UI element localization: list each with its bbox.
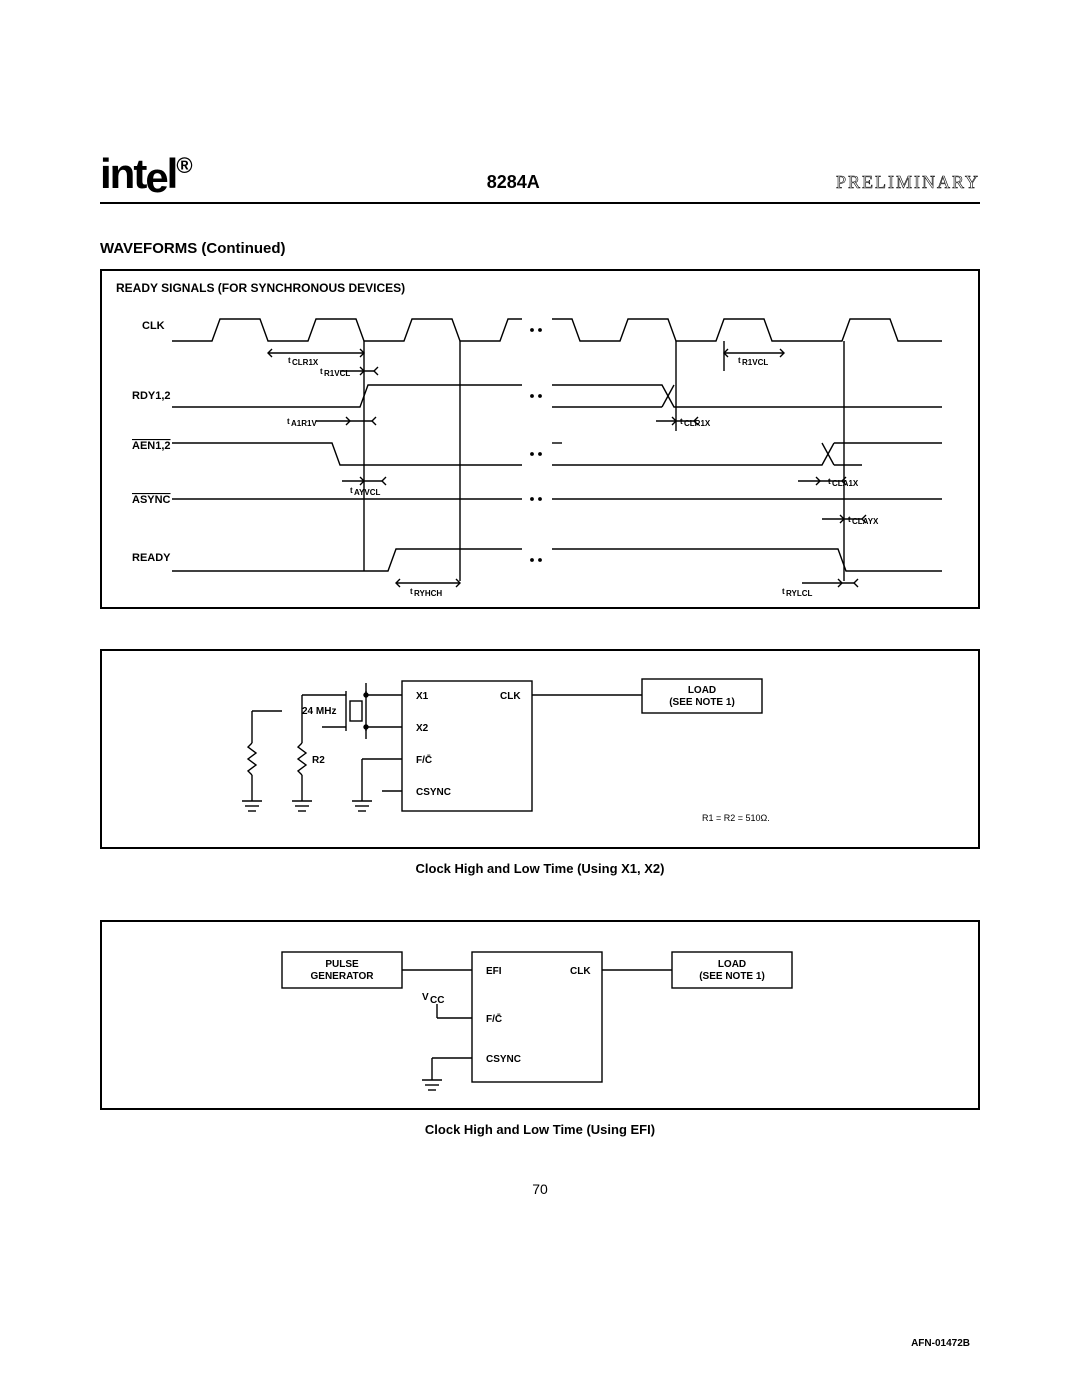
svg-text:X2: X2 xyxy=(416,723,429,734)
waveform-diagram: READY SIGNALS (FOR SYNCHRONOUS DEVICES) … xyxy=(100,269,980,609)
svg-text:X1: X1 xyxy=(416,691,429,702)
circuit2-diagram: PULSE GENERATOR EFI CLK F/C̄ CSYNC V CC … xyxy=(100,920,980,1110)
circuit1-caption: Clock High and Low Time (Using X1, X2) xyxy=(100,861,980,876)
svg-text:RYLCL: RYLCL xyxy=(786,589,812,598)
afn-code: AFN-01472B xyxy=(911,1338,970,1349)
svg-text:t: t xyxy=(350,486,353,495)
page-header: intel® 8284A PRELIMINARY xyxy=(100,150,980,204)
svg-text:CLR1X: CLR1X xyxy=(684,419,711,428)
svg-text:CLA1X: CLA1X xyxy=(832,479,859,488)
svg-text:R1VCL: R1VCL xyxy=(324,369,350,378)
aen-label: AEN1,2 xyxy=(132,440,171,452)
svg-text:R2: R2 xyxy=(312,755,325,766)
svg-text:LOAD: LOAD xyxy=(688,685,716,696)
svg-text:t: t xyxy=(410,587,413,596)
svg-text:GENERATOR: GENERATOR xyxy=(311,971,375,982)
svg-text:t: t xyxy=(738,356,741,365)
svg-text:CLR1X: CLR1X xyxy=(292,358,319,367)
circuit2-svg: PULSE GENERATOR EFI CLK F/C̄ CSYNC V CC … xyxy=(102,922,978,1108)
async-label: ASYNC xyxy=(132,494,171,506)
svg-text:t: t xyxy=(287,417,290,426)
svg-text:(SEE NOTE 1): (SEE NOTE 1) xyxy=(669,697,735,708)
section-heading: WAVEFORMS (Continued) xyxy=(100,240,980,257)
svg-text:R1 = R2 = 510Ω.: R1 = R2 = 510Ω. xyxy=(702,813,770,823)
svg-text:A1R1V: A1R1V xyxy=(291,419,317,428)
svg-text:CLAYX: CLAYX xyxy=(852,517,879,526)
rdy-label: RDY1,2 xyxy=(132,390,171,402)
intel-logo: intel® xyxy=(100,150,191,198)
waveform-svg: CLK t CLR1X t R1VCL RDY1,2 xyxy=(102,271,978,607)
svg-text:CLK: CLK xyxy=(570,966,591,977)
status-label: PRELIMINARY xyxy=(836,172,980,193)
ready-label: READY xyxy=(132,552,171,564)
svg-text:RYHCH: RYHCH xyxy=(414,589,442,598)
svg-text:t: t xyxy=(320,367,323,376)
svg-text:AYVCL: AYVCL xyxy=(354,488,380,497)
circuit2-caption: Clock High and Low Time (Using EFI) xyxy=(100,1122,980,1137)
svg-text:t: t xyxy=(828,477,831,486)
svg-text:t: t xyxy=(782,587,785,596)
svg-text:PULSE: PULSE xyxy=(325,959,359,970)
svg-text:(SEE NOTE 1): (SEE NOTE 1) xyxy=(699,971,765,982)
svg-text:CLK: CLK xyxy=(500,691,521,702)
tCLR1X-left: t xyxy=(288,356,291,365)
part-number: 8284A xyxy=(487,172,540,193)
page-number: 70 xyxy=(100,1181,980,1197)
svg-text:CSYNC: CSYNC xyxy=(486,1054,521,1065)
svg-text:R1VCL: R1VCL xyxy=(742,358,768,367)
svg-text:F/C̄: F/C̄ xyxy=(486,1013,502,1025)
svg-text:t: t xyxy=(680,417,683,426)
circuit1-diagram: X1 CLK X2 F/C̄ CSYNC 24 MHz xyxy=(100,649,980,849)
svg-text:CSYNC: CSYNC xyxy=(416,787,451,798)
svg-text:24 MHz: 24 MHz xyxy=(302,706,336,717)
svg-text:F/C̄: F/C̄ xyxy=(416,754,432,766)
clk-label: CLK xyxy=(142,320,165,332)
svg-text:t: t xyxy=(848,515,851,524)
svg-text:EFI: EFI xyxy=(486,966,502,977)
circuit1-svg: X1 CLK X2 F/C̄ CSYNC 24 MHz xyxy=(102,651,978,847)
svg-text:V: V xyxy=(422,992,429,1003)
svg-text:LOAD: LOAD xyxy=(718,959,746,970)
waveform-title: READY SIGNALS (FOR SYNCHRONOUS DEVICES) xyxy=(116,281,405,295)
